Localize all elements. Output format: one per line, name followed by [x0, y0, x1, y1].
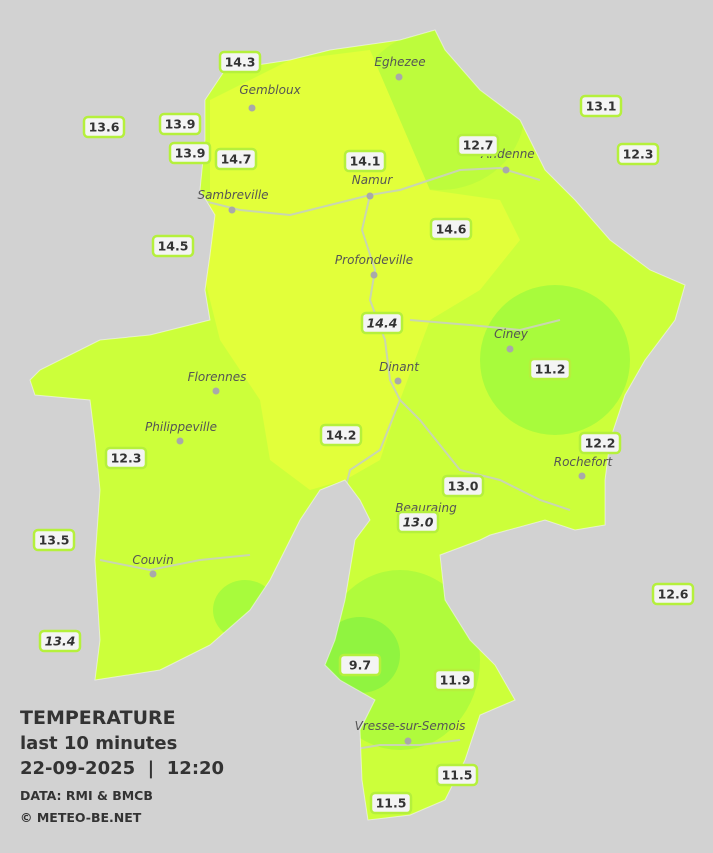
station-box [38, 629, 82, 653]
credit: © METEO-BE.NET [20, 810, 142, 825]
datetime: 22-09-2025 | 12:20 [20, 758, 224, 779]
station-value: 13.4 [45, 634, 76, 649]
station-value: 14.4 [367, 316, 398, 331]
station-value: 11.2 [535, 362, 566, 377]
place-label: Rochefort [554, 455, 614, 469]
place-dot [248, 104, 256, 112]
station-box [82, 115, 126, 139]
station-value: 14.6 [436, 222, 467, 237]
place-dot [176, 437, 184, 445]
station-box [218, 50, 262, 74]
title: TEMPERATURE [20, 707, 176, 729]
station-value: 13.0 [448, 479, 479, 494]
place-dot [394, 377, 402, 385]
station-box [151, 234, 195, 258]
place-dot [395, 73, 403, 81]
station-box [214, 147, 258, 171]
station-value: 9.7 [349, 658, 371, 673]
place-label: Profondeville [335, 253, 413, 267]
place-dot [404, 737, 412, 745]
station-box [104, 446, 148, 470]
temp-zone [205, 50, 520, 490]
station-box [32, 528, 76, 552]
station-box [433, 668, 477, 692]
station-box [528, 357, 572, 381]
station-value: 12.3 [623, 147, 654, 162]
station-value: 13.1 [586, 99, 617, 114]
place-label: Florennes [188, 370, 247, 384]
station-box [396, 510, 440, 534]
station-value: 11.9 [440, 673, 471, 688]
station-value: 13.9 [175, 146, 206, 161]
place-label: Philippeville [145, 420, 217, 434]
station-box [651, 582, 695, 606]
station-value: 12.2 [585, 436, 616, 451]
station-value: 13.6 [89, 120, 120, 135]
station-box [168, 141, 212, 165]
station-box [158, 112, 202, 136]
place-dot [228, 206, 236, 214]
place-label: Sambreville [197, 188, 268, 202]
station-box [319, 423, 363, 447]
place-dot [366, 192, 374, 200]
place-dot [506, 345, 514, 353]
source: DATA: RMI & BMCB [20, 788, 153, 803]
station-box [616, 142, 660, 166]
station-box [579, 94, 623, 118]
station-value: 12.7 [463, 138, 494, 153]
station-box [441, 474, 485, 498]
subtitle: last 10 minutes [20, 733, 177, 754]
place-label: Vresse-sur-Semois [355, 719, 466, 733]
place-dot [149, 570, 157, 578]
place-dot [212, 387, 220, 395]
station-box [360, 311, 404, 335]
station-value: 13.9 [165, 117, 196, 132]
station-box [369, 791, 413, 815]
station-value: 12.3 [111, 451, 142, 466]
place-label: Couvin [132, 553, 173, 567]
station-value: 11.5 [376, 796, 407, 811]
stations: 14.3 13.9 13.6 13.9 14.7 14.1 12.7 13.1 12.3 14.5… [32, 50, 695, 815]
place-label: Gembloux [239, 83, 301, 97]
station-value: 13.5 [39, 533, 70, 548]
place-dot [578, 472, 586, 480]
place-dot [370, 271, 378, 279]
place-dot [502, 166, 510, 174]
station-value: 14.3 [225, 55, 256, 70]
place-label: Ciney [494, 327, 529, 341]
station-box [456, 133, 500, 157]
station-box [338, 653, 382, 677]
station-value: 13.0 [403, 515, 434, 530]
station-value: 14.2 [326, 428, 357, 443]
rivers [99, 166, 571, 751]
station-value: 11.5 [442, 768, 473, 783]
place-label: Eghezee [374, 55, 425, 69]
station-box [343, 149, 387, 173]
station-box [578, 431, 622, 455]
station-box [435, 763, 479, 787]
station-value: 12.6 [658, 587, 689, 602]
station-value: 14.5 [158, 239, 189, 254]
station-value: 14.7 [221, 152, 252, 167]
station-box [429, 217, 473, 241]
place-label: Namur [352, 173, 394, 187]
place-label: Dinant [379, 360, 420, 374]
station-value: 14.1 [350, 154, 381, 169]
